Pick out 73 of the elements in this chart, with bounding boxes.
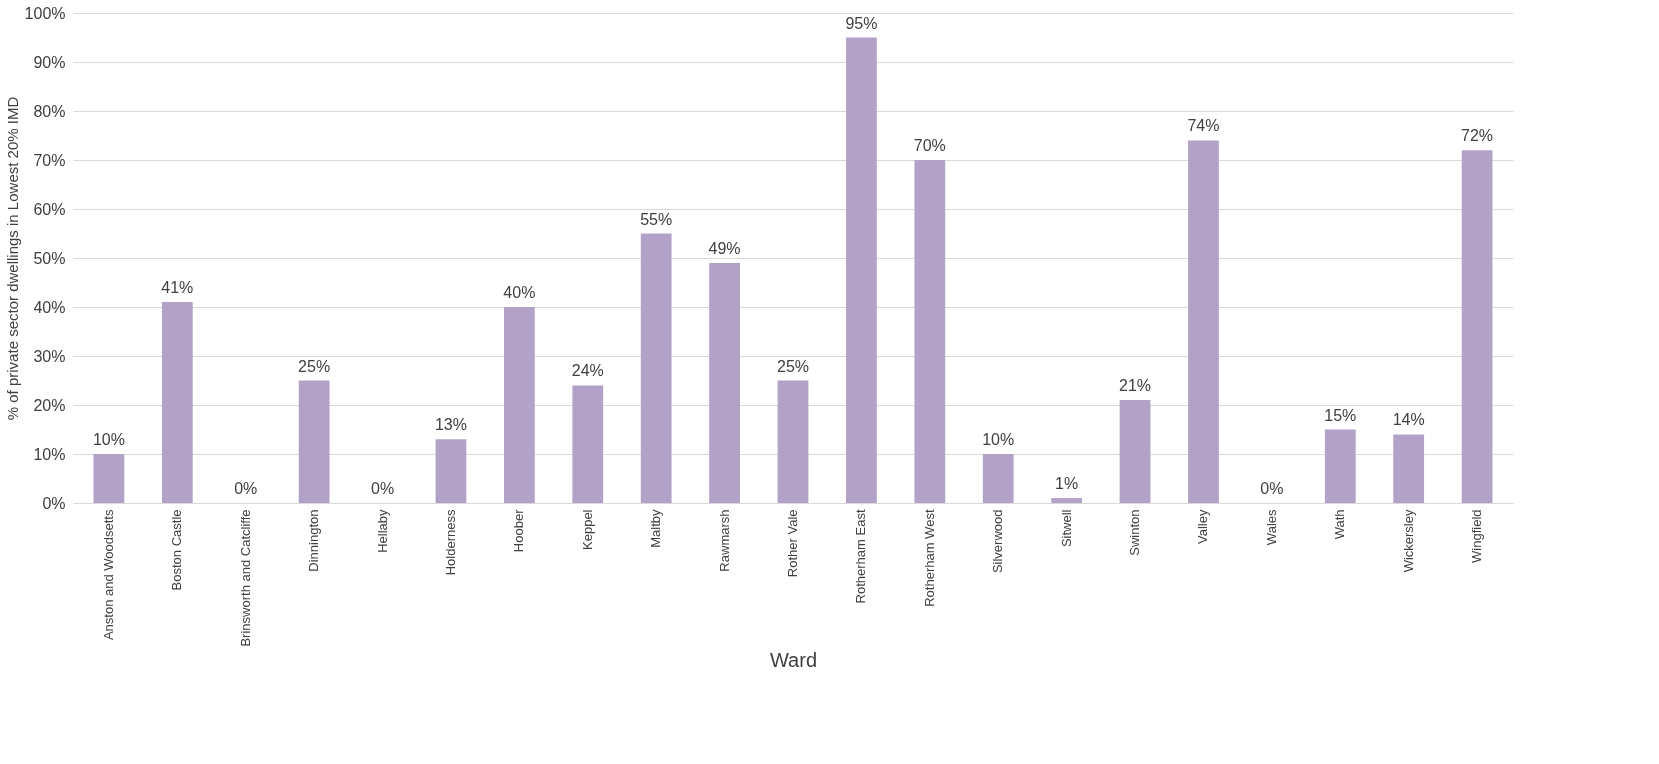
bar [1393, 434, 1425, 503]
text: 14% [1392, 411, 1425, 429]
bar [435, 439, 467, 503]
y-tick-label: 80% [33, 102, 66, 120]
bar [572, 385, 604, 503]
x-tick-label: Wickersley [1400, 509, 1416, 573]
text: 13% [434, 416, 467, 434]
x-tick-label: Wath [1332, 509, 1348, 540]
bar [1119, 400, 1151, 503]
bar [846, 37, 877, 503]
text: 55% [640, 210, 673, 228]
x-tick-label: Silverwood [990, 509, 1006, 574]
bar [1461, 150, 1493, 503]
y-tick-label: 20% [33, 396, 66, 414]
text: 25% [298, 357, 331, 375]
x-tick-label: Dinnington [306, 509, 322, 572]
y-tick-label: 0% [42, 494, 66, 512]
bar [777, 380, 809, 503]
text: 49% [708, 239, 741, 257]
bar [640, 233, 672, 503]
y-tick-label: 50% [33, 249, 66, 267]
y-tick-label: 40% [33, 298, 66, 316]
y-tick-label: 10% [33, 445, 66, 463]
text: 74% [1187, 117, 1220, 135]
x-tick-label: Swinton [1127, 509, 1143, 556]
text: 10% [982, 431, 1015, 448]
x-tick-label: Boston Castle [169, 509, 185, 591]
bar [914, 160, 946, 503]
bar [982, 454, 1014, 503]
bar [1051, 498, 1083, 503]
text: 41% [161, 279, 194, 297]
x-axis-title: Ward [769, 648, 818, 671]
y-tick-label: 90% [33, 53, 66, 71]
text: 95% [845, 14, 878, 32]
text: 1% [1055, 475, 1079, 493]
y-tick-label: 70% [33, 151, 66, 169]
x-tick-label: Holderness [442, 509, 458, 576]
x-tick-label: Brinsworth and Catcliffe [237, 509, 253, 647]
text: 70% [913, 137, 946, 154]
text: 40% [503, 284, 536, 301]
bar [1188, 140, 1219, 503]
x-tick-label: Sitwell [1058, 509, 1074, 548]
x-tick-label: Rawmarsh [716, 509, 732, 572]
text: 0% [1260, 480, 1284, 497]
x-tick-label: Wingfield [1469, 509, 1485, 563]
bar [161, 302, 193, 503]
y-axis-title: % of private sector dwellings in Lowest 20% IMD [3, 96, 21, 421]
bar [298, 380, 330, 503]
x-tick-label: Keppel [579, 509, 595, 550]
text: 10% [92, 431, 125, 448]
text: 72% [1461, 127, 1494, 145]
y-tick-label: 60% [33, 200, 66, 218]
x-tick-label: Hoober [511, 508, 527, 553]
text: 25% [776, 357, 810, 375]
x-tick-label: Maltby [648, 509, 664, 548]
bar [709, 262, 740, 503]
bar [1324, 429, 1356, 503]
x-tick-label: Rotherham West [921, 509, 937, 607]
x-tick-label: Valley [1195, 509, 1211, 544]
y-tick-label: 30% [33, 347, 66, 365]
x-tick-label: Rother Vale [785, 509, 800, 578]
x-tick-label: Wales [1263, 509, 1279, 546]
x-tick-label: Anston and Woodsetts [100, 509, 116, 641]
text: 21% [1119, 377, 1152, 395]
x-tick-label: Hellaby [374, 509, 390, 553]
y-tick-label: 100% [24, 4, 66, 22]
text: 15% [1324, 406, 1357, 424]
text: 0% [370, 480, 395, 497]
text: 24% [571, 362, 604, 380]
x-tick-label: Rotherham East [853, 509, 869, 604]
bar [93, 454, 125, 503]
bar [503, 307, 535, 503]
text: 0% [234, 480, 258, 497]
